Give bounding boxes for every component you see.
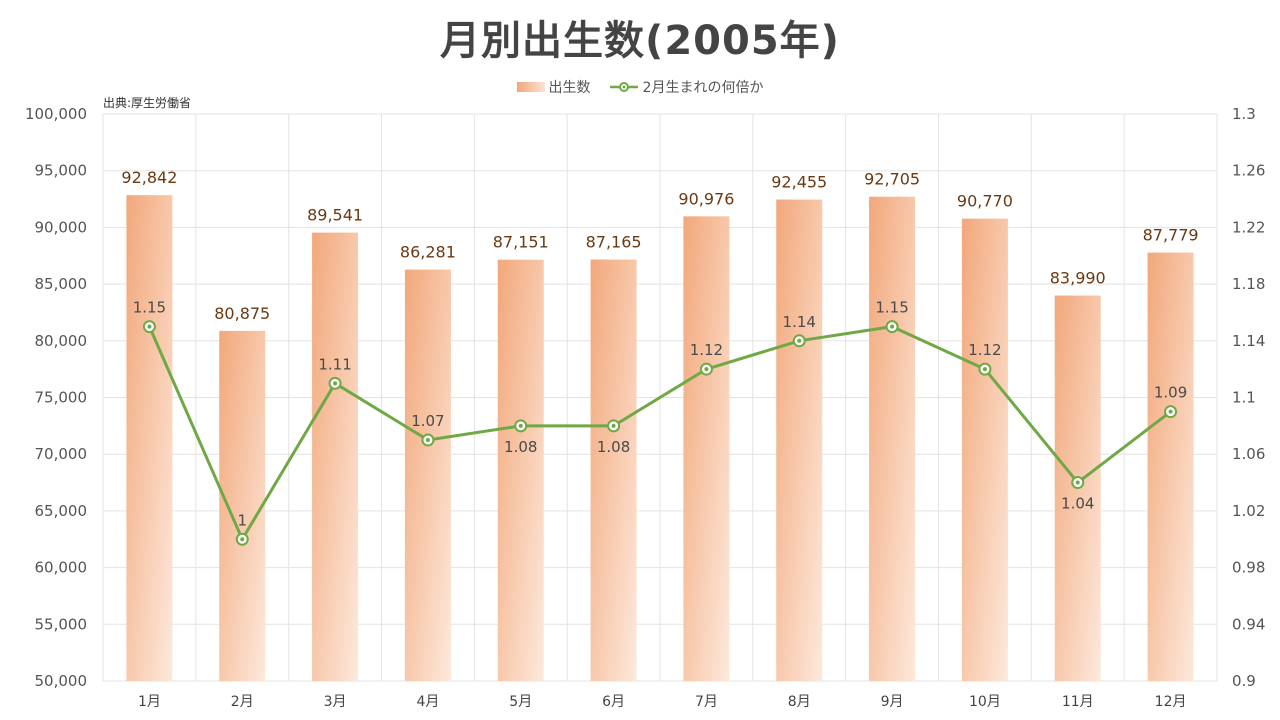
x-axis-tick-label: 3月 [324, 694, 347, 710]
line-data-label: 1.14 [783, 313, 816, 331]
left-axis-tick-label: 70,000 [35, 445, 88, 463]
bar-data-label: 83,990 [1050, 269, 1106, 288]
legend-item-births: 出生数 [516, 77, 591, 97]
bar-data-label: 92,455 [771, 173, 827, 192]
right-axis-tick-label: 1.18 [1232, 275, 1265, 293]
bar-data-label: 92,842 [121, 168, 177, 187]
right-axis-tick-label: 0.98 [1232, 559, 1265, 577]
axes: 50,000 55,000 60,000 65,000 70,000 75,000 80,0… [25, 105, 1265, 710]
ratio-point-center [1075, 480, 1080, 485]
x-axis-tick-label: 10月 [969, 694, 1001, 710]
x-axis-tick-label: 2月 [231, 694, 254, 710]
legend-label-births: 出生数 [548, 80, 591, 96]
right-axis-tick-label: 1.26 [1232, 162, 1265, 180]
right-axis-tick-label: 1.1 [1232, 389, 1256, 407]
x-axis-tick-label: 4月 [416, 694, 439, 710]
bar [683, 216, 730, 681]
bar [590, 259, 637, 681]
x-axis-tick-label: 1月 [138, 694, 161, 710]
ratio-point-center [797, 338, 802, 343]
bar-data-label: 92,705 [864, 170, 920, 189]
ratio-point-center [147, 324, 152, 329]
x-axis-tick-label: 8月 [788, 694, 811, 710]
line-data-label: 1.08 [504, 438, 537, 456]
bar [869, 196, 916, 682]
line-data-label: 1.12 [968, 341, 1001, 359]
bar [404, 269, 451, 681]
ratio-point-center [890, 324, 895, 329]
right-axis-tick-label: 0.9 [1232, 672, 1256, 690]
bar-data-label: 89,541 [307, 206, 363, 225]
ratio-point-center [704, 367, 709, 372]
legend-bar-swatch [516, 82, 545, 92]
left-axis-tick-label: 55,000 [35, 615, 88, 633]
line-series [142, 320, 1178, 546]
left-axis-tick-label: 80,000 [35, 332, 88, 350]
line-data-label: 1.08 [597, 438, 630, 456]
bar-series [126, 195, 1194, 682]
right-axis-tick-label: 1.02 [1232, 502, 1265, 520]
bar-data-label: 90,976 [678, 189, 734, 208]
ratio-point-center [982, 367, 987, 372]
left-axis-tick-label: 50,000 [35, 672, 88, 690]
bar [776, 199, 823, 681]
left-axis-tick-label: 65,000 [35, 502, 88, 520]
bar [497, 259, 544, 681]
bar-data-label: 87,151 [493, 233, 549, 252]
x-axis-tick-label: 5月 [509, 694, 532, 710]
ratio-point-center [611, 423, 616, 428]
legend: 出生数 2月生まれの何倍か [0, 77, 1280, 97]
source-note: 出典:厚生労働省 [103, 96, 192, 110]
chart-title: 月別出生数(2005年) [440, 18, 840, 64]
x-axis-tick-label: 7月 [695, 694, 718, 710]
right-axis-tick-label: 1.06 [1232, 445, 1265, 463]
x-axis-tick-label: 6月 [602, 694, 625, 710]
legend-line-swatch [609, 82, 638, 92]
line-data-label: 1 [237, 511, 247, 529]
ratio-line [148, 325, 1172, 541]
right-axis-tick-label: 1.3 [1232, 105, 1256, 123]
ratio-point-center [425, 438, 430, 443]
bar [126, 195, 173, 681]
bar [961, 218, 1008, 681]
legend-item-ratio: 2月生まれの何倍か [609, 77, 764, 97]
left-axis-tick-label: 95,000 [35, 162, 88, 180]
line-data-label: 1.07 [411, 412, 444, 430]
line-data-label: 1.15 [133, 299, 166, 317]
line-data-label: 1.15 [875, 299, 908, 317]
right-axis-tick-label: 1.22 [1232, 218, 1265, 236]
bar-data-label: 87,165 [586, 233, 642, 252]
x-axis-tick-label: 11月 [1062, 694, 1094, 710]
x-axis-tick-label: 12月 [1155, 694, 1187, 710]
line-data-label: 1.11 [318, 355, 351, 373]
x-axis-tick-label: 9月 [881, 694, 904, 710]
bar [1147, 252, 1194, 682]
bar-data-label: 80,875 [214, 304, 270, 323]
left-axis-tick-label: 85,000 [35, 275, 88, 293]
line-data-label: 1.09 [1154, 384, 1187, 402]
line-data-label: 1.04 [1061, 495, 1094, 513]
right-axis-tick-label: 0.94 [1232, 615, 1265, 633]
bar-data-label: 86,281 [400, 243, 456, 262]
ratio-point-center [240, 537, 245, 542]
left-axis-tick-label: 75,000 [35, 389, 88, 407]
left-axis-tick-label: 60,000 [35, 559, 88, 577]
line-data-label: 1.12 [690, 341, 723, 359]
ratio-point-center [333, 381, 338, 386]
legend-label-ratio: 2月生まれの何倍か [642, 80, 764, 96]
bar [312, 232, 359, 682]
left-axis-tick-label: 90,000 [35, 218, 88, 236]
bar-data-label: 87,779 [1143, 226, 1199, 245]
gridlines [102, 113, 1218, 682]
left-axis-tick-label: 100,000 [25, 105, 87, 123]
bar-data-label: 90,770 [957, 192, 1013, 211]
ratio-point-center [518, 423, 523, 428]
right-axis-tick-label: 1.14 [1232, 332, 1265, 350]
data-labels: 92,842 80,875 89,541 86,281 87,151 87,165 90,9… [121, 168, 1198, 529]
ratio-point-center [1168, 409, 1173, 414]
